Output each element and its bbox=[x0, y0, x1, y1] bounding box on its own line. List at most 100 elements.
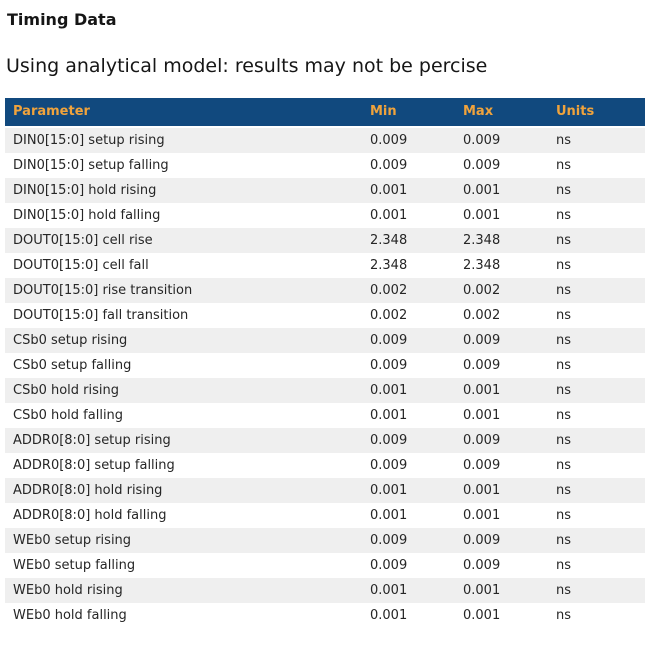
cell-max: 0.001 bbox=[463, 583, 501, 598]
cell-min: 0.001 bbox=[370, 583, 408, 598]
table-row: DIN0[15:0] hold falling 0.001 0.001 ns bbox=[5, 203, 645, 228]
cell-parameter: DOUT0[15:0] cell fall bbox=[13, 258, 149, 273]
cell-min: 0.001 bbox=[370, 508, 408, 523]
cell-min: 0.009 bbox=[370, 358, 408, 373]
cell-min: 0.009 bbox=[370, 433, 408, 448]
cell-min: 0.001 bbox=[370, 183, 408, 198]
cell-parameter: ADDR0[8:0] hold rising bbox=[13, 483, 163, 498]
cell-min: 0.009 bbox=[370, 458, 408, 473]
cell-parameter: DOUT0[15:0] cell rise bbox=[13, 233, 153, 248]
cell-units: ns bbox=[556, 558, 572, 573]
cell-min: 0.001 bbox=[370, 208, 408, 223]
cell-max: 0.009 bbox=[463, 333, 501, 348]
cell-parameter: DIN0[15:0] setup falling bbox=[13, 158, 169, 173]
table-row: DOUT0[15:0] cell fall 2.348 2.348 ns bbox=[5, 253, 645, 278]
cell-units: ns bbox=[556, 458, 572, 473]
column-header-units: Units bbox=[548, 98, 645, 128]
cell-units: ns bbox=[556, 483, 572, 498]
column-header-parameter: Parameter bbox=[5, 98, 362, 128]
cell-max: 2.348 bbox=[463, 233, 501, 248]
table-row: DIN0[15:0] hold rising 0.001 0.001 ns bbox=[5, 178, 645, 203]
cell-min: 0.002 bbox=[370, 308, 408, 323]
cell-parameter: DIN0[15:0] setup rising bbox=[13, 133, 165, 148]
cell-parameter: ADDR0[8:0] setup rising bbox=[13, 433, 171, 448]
cell-max: 0.009 bbox=[463, 158, 501, 173]
page-title: Timing Data bbox=[7, 10, 117, 29]
table-row: DIN0[15:0] setup falling 0.009 0.009 ns bbox=[5, 153, 645, 178]
cell-max: 0.009 bbox=[463, 558, 501, 573]
cell-min: 0.009 bbox=[370, 558, 408, 573]
cell-units: ns bbox=[556, 608, 572, 623]
cell-min: 2.348 bbox=[370, 258, 408, 273]
cell-parameter: CSb0 setup rising bbox=[13, 333, 128, 348]
cell-max: 0.002 bbox=[463, 308, 501, 323]
table-row: WEb0 hold rising 0.001 0.001 ns bbox=[5, 578, 645, 603]
cell-max: 0.001 bbox=[463, 508, 501, 523]
table-row: DOUT0[15:0] fall transition 0.002 0.002 ns bbox=[5, 303, 645, 328]
cell-max: 0.001 bbox=[463, 183, 501, 198]
cell-parameter: WEb0 hold rising bbox=[13, 583, 123, 598]
cell-max: 0.001 bbox=[463, 483, 501, 498]
table-row: ADDR0[8:0] setup falling 0.009 0.009 ns bbox=[5, 453, 645, 478]
cell-units: ns bbox=[556, 333, 572, 348]
cell-parameter: WEb0 hold falling bbox=[13, 608, 127, 623]
cell-parameter: DOUT0[15:0] rise transition bbox=[13, 283, 193, 298]
column-header-min: Min bbox=[362, 98, 455, 128]
table-row: CSb0 setup falling 0.009 0.009 ns bbox=[5, 353, 645, 378]
table-row: WEb0 hold falling 0.001 0.001 ns bbox=[5, 603, 645, 628]
cell-units: ns bbox=[556, 183, 572, 198]
cell-units: ns bbox=[556, 208, 572, 223]
cell-max: 0.001 bbox=[463, 408, 501, 423]
cell-units: ns bbox=[556, 583, 572, 598]
table-row: WEb0 setup rising 0.009 0.009 ns bbox=[5, 528, 645, 553]
cell-units: ns bbox=[556, 158, 572, 173]
table-body: DIN0[15:0] setup rising 0.009 0.009 ns DIN0[… bbox=[5, 127, 645, 628]
cell-min: 2.348 bbox=[370, 233, 408, 248]
table-row: ADDR0[8:0] hold falling 0.001 0.001 ns bbox=[5, 503, 645, 528]
cell-min: 0.001 bbox=[370, 383, 408, 398]
cell-parameter: WEb0 setup rising bbox=[13, 533, 132, 548]
cell-units: ns bbox=[556, 258, 572, 273]
cell-parameter: DIN0[15:0] hold rising bbox=[13, 183, 157, 198]
cell-max: 0.009 bbox=[463, 133, 501, 148]
table-row: ADDR0[8:0] hold rising 0.001 0.001 ns bbox=[5, 478, 645, 503]
cell-parameter: ADDR0[8:0] hold falling bbox=[13, 508, 167, 523]
cell-parameter: CSb0 setup falling bbox=[13, 358, 132, 373]
cell-parameter: DOUT0[15:0] fall transition bbox=[13, 308, 189, 323]
table-row: CSb0 hold falling 0.001 0.001 ns bbox=[5, 403, 645, 428]
cell-units: ns bbox=[556, 308, 572, 323]
cell-max: 0.001 bbox=[463, 383, 501, 398]
cell-min: 0.002 bbox=[370, 283, 408, 298]
table-row: DOUT0[15:0] rise transition 0.002 0.002 ns bbox=[5, 278, 645, 303]
cell-parameter: DIN0[15:0] hold falling bbox=[13, 208, 161, 223]
cell-parameter: CSb0 hold rising bbox=[13, 383, 120, 398]
cell-max: 2.348 bbox=[463, 258, 501, 273]
cell-units: ns bbox=[556, 358, 572, 373]
cell-units: ns bbox=[556, 133, 572, 148]
cell-max: 0.002 bbox=[463, 283, 501, 298]
cell-parameter: ADDR0[8:0] setup falling bbox=[13, 458, 175, 473]
table-row: ADDR0[8:0] setup rising 0.009 0.009 ns bbox=[5, 428, 645, 453]
cell-min: 0.009 bbox=[370, 533, 408, 548]
cell-max: 0.009 bbox=[463, 458, 501, 473]
cell-parameter: CSb0 hold falling bbox=[13, 408, 124, 423]
cell-min: 0.009 bbox=[370, 158, 408, 173]
cell-min: 0.001 bbox=[370, 483, 408, 498]
table-row: WEb0 setup falling 0.009 0.009 ns bbox=[5, 553, 645, 578]
cell-parameter: WEb0 setup falling bbox=[13, 558, 136, 573]
cell-max: 0.009 bbox=[463, 433, 501, 448]
cell-min: 0.009 bbox=[370, 333, 408, 348]
cell-units: ns bbox=[556, 383, 572, 398]
page-subtitle: Using analytical model: results may not … bbox=[6, 55, 488, 77]
table-header-row: Parameter Min Max Units bbox=[5, 98, 645, 128]
cell-units: ns bbox=[556, 408, 572, 423]
cell-units: ns bbox=[556, 233, 572, 248]
table-row: CSb0 setup rising 0.009 0.009 ns bbox=[5, 328, 645, 353]
table-row: DOUT0[15:0] cell rise 2.348 2.348 ns bbox=[5, 228, 645, 253]
cell-min: 0.009 bbox=[370, 133, 408, 148]
cell-max: 0.001 bbox=[463, 608, 501, 623]
cell-min: 0.001 bbox=[370, 608, 408, 623]
cell-max: 0.009 bbox=[463, 358, 501, 373]
cell-min: 0.001 bbox=[370, 408, 408, 423]
